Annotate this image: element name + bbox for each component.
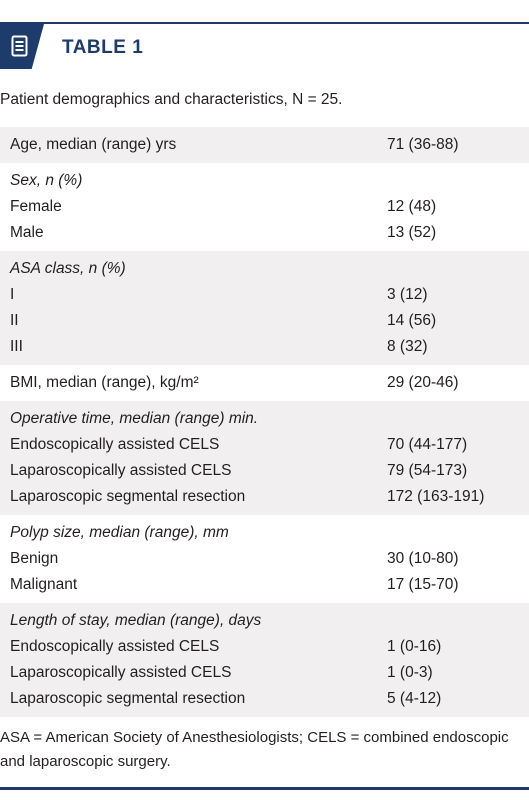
table-section: Operative time, median (range) min. Endos…: [0, 401, 529, 515]
table-section: ASA class, n (%) I 3 (12) II 14 (56) III 8 (32…: [0, 251, 529, 365]
table-title: TABLE 1: [62, 37, 144, 58]
footnote-line: and laparoscopic surgery.: [0, 753, 171, 770]
section-heading: Polyp size, median (range), mm: [10, 524, 229, 541]
section-heading-row: Polyp size, median (range), mm: [0, 520, 529, 546]
table-row: II 14 (56): [0, 308, 529, 334]
row-value: 3 (12): [387, 286, 428, 303]
row-label: Endoscopically assisted CELS: [10, 436, 220, 453]
footnote-line: ASA = American Society of Anesthesiologi…: [0, 729, 509, 746]
section-heading: Sex, n (%): [10, 172, 83, 189]
table-row: Laparoscopic segmental resection 172 (163…: [0, 484, 529, 510]
row-value: 17 (15-70): [387, 576, 459, 593]
row-label: Endoscopically assisted CELS: [10, 638, 220, 655]
section-heading: Length of stay, median (range), days: [10, 612, 262, 629]
table-section: Age, median (range) yrs 71 (36-88): [0, 127, 529, 163]
row-value: 12 (48): [387, 198, 437, 215]
row-label: Female: [10, 198, 62, 215]
table-row: Endoscopically assisted CELS 70 (44-177): [0, 432, 529, 458]
table-row: Laparoscopically assisted CELS 1 (0-3): [0, 660, 529, 686]
table-row: I 3 (12): [0, 282, 529, 308]
row-value: 8 (32): [387, 338, 428, 355]
section-heading-row: ASA class, n (%): [0, 256, 529, 282]
row-label: III: [10, 338, 23, 355]
row-value: 1 (0-3): [387, 664, 433, 681]
row-label: Benign: [10, 550, 59, 567]
section-heading-row: Operative time, median (range) min.: [0, 406, 529, 432]
top-rule: [0, 22, 529, 24]
row-value: 70 (44-177): [387, 436, 468, 453]
row-label: BMI, median (range), kg/m²: [10, 374, 199, 391]
row-value: 71 (36-88): [387, 136, 459, 153]
table-row: Benign 30 (10-80): [0, 546, 529, 572]
table-section: Polyp size, median (range), mm Benign 30 (…: [0, 515, 529, 603]
row-value: 1 (0-16): [387, 638, 442, 655]
table-section: BMI, median (range), kg/m² 29 (20-46): [0, 365, 529, 401]
row-label: Laparoscopic segmental resection: [10, 690, 246, 707]
table-row: III 8 (32): [0, 334, 529, 360]
section-heading: ASA class, n (%): [10, 260, 126, 277]
table-footnote: ASA = American Society of Anesthesiologi…: [0, 726, 529, 774]
section-heading: Operative time, median (range) min.: [10, 410, 259, 427]
row-label: II: [10, 312, 19, 329]
table-row: BMI, median (range), kg/m² 29 (20-46): [0, 370, 529, 396]
table-section: Length of stay, median (range), days Endo…: [0, 603, 529, 717]
table-caption: Patient demographics and characteristics…: [0, 91, 343, 108]
row-value: 79 (54-173): [387, 462, 468, 479]
table-row: Laparoscopic segmental resection 5 (4-12): [0, 686, 529, 712]
row-value: 13 (52): [387, 224, 437, 241]
table-row: Age, median (range) yrs 71 (36-88): [0, 132, 529, 158]
table-row: Male 13 (52): [0, 220, 529, 246]
section-heading-row: Sex, n (%): [0, 168, 529, 194]
table-row: Female 12 (48): [0, 194, 529, 220]
row-label: I: [10, 286, 15, 303]
bottom-rule: [0, 787, 529, 790]
row-value: 30 (10-80): [387, 550, 459, 567]
row-label: Laparoscopically assisted CELS: [10, 664, 232, 681]
section-heading-row: Length of stay, median (range), days: [0, 608, 529, 634]
table-row: Laparoscopically assisted CELS 79 (54-173…: [0, 458, 529, 484]
row-label: Age, median (range) yrs: [10, 136, 177, 153]
table-row: Endoscopically assisted CELS 1 (0-16): [0, 634, 529, 660]
row-value: 5 (4-12): [387, 690, 442, 707]
row-value: 14 (56): [387, 312, 437, 329]
row-value: 29 (20-46): [387, 374, 459, 391]
row-label: Male: [10, 224, 44, 241]
document-icon: [11, 35, 28, 57]
data-table: Age, median (range) yrs 71 (36-88) Sex, n …: [0, 127, 529, 717]
row-label: Laparoscopic segmental resection: [10, 488, 246, 505]
row-value: 172 (163-191): [387, 488, 485, 505]
table-row: Malignant 17 (15-70): [0, 572, 529, 598]
row-label: Laparoscopically assisted CELS: [10, 462, 232, 479]
row-label: Malignant: [10, 576, 78, 593]
table-section: Sex, n (%) Female 12 (48) Male 13 (52): [0, 163, 529, 251]
